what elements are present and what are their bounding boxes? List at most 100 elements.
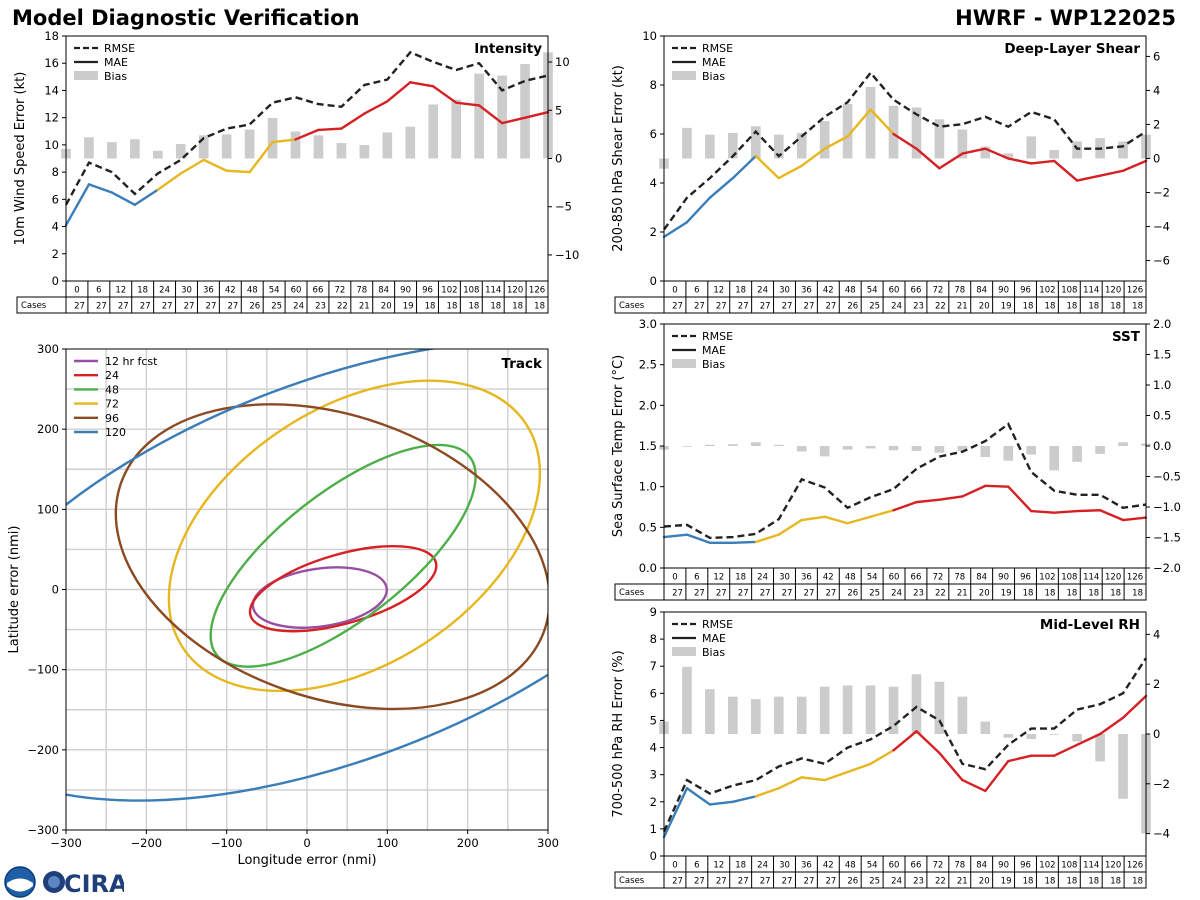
sst-hour-cell: 60 xyxy=(889,573,900,583)
sst-ytick-label: 3.0 xyxy=(639,317,657,331)
intensity-hour-cell: 90 xyxy=(400,286,411,296)
rh-hour-cell: 66 xyxy=(911,861,922,871)
sst-bias-bar xyxy=(980,446,991,457)
shear-hour-cell: 24 xyxy=(757,286,768,296)
track-xtick-label: 100 xyxy=(376,836,398,850)
rh-case-cell: 20 xyxy=(979,877,990,887)
intensity-case-cell: 18 xyxy=(468,302,479,312)
intensity-case-cell: 25 xyxy=(271,302,282,312)
sst-ytick-label: 1.0 xyxy=(639,480,657,494)
sst-bias-bar xyxy=(1118,442,1128,446)
intensity-hour-cell: 0 xyxy=(74,286,79,296)
rh-case-cell: 25 xyxy=(869,877,880,887)
sst-case-cell: 18 xyxy=(1088,589,1099,599)
intensity-hour-cell: 120 xyxy=(507,286,523,296)
intensity-bias-bar xyxy=(428,104,439,159)
intensity-case-cell: 27 xyxy=(162,302,173,312)
sst-case-cell: 18 xyxy=(1110,589,1121,599)
intensity-hour-cell: 72 xyxy=(334,286,345,296)
intensity-mae-segment xyxy=(386,81,412,103)
sst-mae-segment xyxy=(800,515,826,522)
sst-case-cell: 18 xyxy=(1023,589,1034,599)
sst-hour-cell: 0 xyxy=(672,573,677,583)
sst-mae-segment xyxy=(1052,509,1079,514)
shear-case-cell: 18 xyxy=(1045,302,1056,312)
track-ellipse-12-hr-fcst xyxy=(251,566,388,629)
rh-case-cell: 18 xyxy=(1066,877,1077,887)
intensity-hour-cell: 114 xyxy=(485,286,501,296)
shear-bias-bar xyxy=(865,87,876,159)
sst-mae-segment xyxy=(984,484,1010,488)
intensity-case-cell: 18 xyxy=(534,302,545,312)
rh-hour-cell: 60 xyxy=(889,861,900,871)
rh-cases-label: Cases xyxy=(619,876,645,886)
rh-ytick-label: 8 xyxy=(650,632,657,646)
intensity-case-cell: 23 xyxy=(315,302,326,312)
rh-bias-bar xyxy=(957,696,968,734)
sst-y2tick-label: −2.0 xyxy=(1153,561,1181,575)
rh-hour-cell: 18 xyxy=(735,861,746,871)
shear-case-cell: 18 xyxy=(1110,302,1121,312)
rh-case-cell: 27 xyxy=(672,877,683,887)
intensity-bias-bar xyxy=(221,134,232,159)
intensity-hour-cell: 126 xyxy=(529,286,545,296)
rh-mae-segment xyxy=(754,787,780,798)
intensity-bias-bar xyxy=(107,142,117,159)
shear-bias-bar xyxy=(682,127,692,159)
track-legend-label: 12 hr fcst xyxy=(105,355,158,368)
track-ytick-label: −300 xyxy=(27,823,59,837)
shear-bias-bar xyxy=(750,126,761,159)
intensity-hour-cell: 12 xyxy=(115,286,126,296)
rh-mae-segment xyxy=(1075,732,1102,747)
intensity-y2tick-label: −10 xyxy=(555,248,579,262)
sst-case-cell: 27 xyxy=(716,589,727,599)
sst-bias-bar xyxy=(888,446,899,451)
intensity-ylabel: 10m Wind Speed Error (kt) xyxy=(13,72,28,246)
intensity-mae-segment xyxy=(409,81,435,88)
cira-logo-icon: CIRA xyxy=(43,870,124,898)
rh-hour-cell: 48 xyxy=(845,861,856,871)
intensity-case-cell: 18 xyxy=(425,302,436,312)
intensity-legend-mae: MAE xyxy=(104,56,128,69)
intensity-hour-cell: 60 xyxy=(291,286,302,296)
rh-bias-bar xyxy=(819,686,830,734)
rh-bias-bar xyxy=(1003,734,1014,738)
track-title: Track xyxy=(502,356,543,372)
sst-hour-cell: 48 xyxy=(845,573,856,583)
sst-case-cell: 20 xyxy=(979,589,990,599)
sst-hour-cell: 18 xyxy=(735,573,746,583)
intensity-bias-bar xyxy=(474,73,484,159)
rh-ytick-label: 5 xyxy=(650,713,657,727)
sst-cases-row xyxy=(614,583,1147,601)
shear-hour-cell: 18 xyxy=(735,286,746,296)
sst-ytick-label: 0.0 xyxy=(639,561,657,575)
track-xtick-label: −100 xyxy=(211,836,243,850)
rh-ytick-label: 3 xyxy=(650,768,657,782)
shear-mae-segment xyxy=(800,147,826,168)
intensity-mae-segment xyxy=(64,183,91,227)
sst-mae-segment xyxy=(938,495,964,501)
track-ellipse-48 xyxy=(209,443,477,668)
rh-rmse-line xyxy=(662,657,1148,833)
sst-hour-cell: 42 xyxy=(823,573,834,583)
intensity-bias-bar xyxy=(290,131,301,159)
shear-y2tick-label: −4 xyxy=(1153,220,1170,234)
rh-legend-bias: Bias xyxy=(702,646,725,659)
intensity-case-cell: 18 xyxy=(512,302,523,312)
intensity-mae-segment xyxy=(225,169,251,174)
rh-bias-bar xyxy=(773,696,784,734)
intensity-ytick-label: 14 xyxy=(44,83,59,97)
rh-hour-cell: 120 xyxy=(1105,861,1121,871)
rh-hour-cell: 126 xyxy=(1127,861,1143,871)
shear-ytick-label: 4 xyxy=(650,176,657,190)
shear-legend-bias: Bias xyxy=(702,70,725,83)
sst-hour-cell: 54 xyxy=(867,573,878,583)
sst-bias-bar xyxy=(796,446,807,452)
sst-hour-cell: 66 xyxy=(911,573,922,583)
shear-case-cell: 27 xyxy=(760,302,771,312)
intensity-hour-cell: 18 xyxy=(137,286,148,296)
rh-mae-segment xyxy=(823,770,849,782)
track-ellipse-120 xyxy=(66,349,548,802)
shear-bias-bar xyxy=(1049,149,1060,159)
